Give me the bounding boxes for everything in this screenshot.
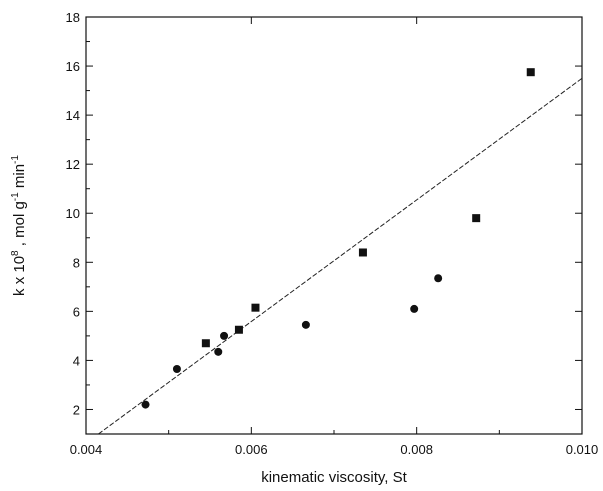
y-tick-label: 18 — [66, 10, 80, 25]
square-point — [201, 339, 210, 348]
x-tick-label: 0.006 — [235, 442, 268, 457]
square-point — [526, 68, 535, 77]
y-axis-title: k x 108 , mol g-1 min-1 — [10, 155, 28, 296]
square-point — [234, 325, 243, 334]
y-tick-label: 6 — [73, 304, 80, 319]
ticks-layer: 0.004 0.006 0.008 0.010 2 4 6 8 10 12 14 16 18 — [66, 10, 599, 457]
circle-point — [172, 364, 181, 373]
square-point — [251, 303, 260, 312]
y-tick-label: 14 — [66, 108, 80, 123]
circle-point — [434, 274, 443, 283]
y-axis-title-mid: , mol g — [11, 201, 28, 250]
x-tick-label: 0.010 — [566, 442, 599, 457]
circle-point — [214, 347, 223, 356]
circle-point — [141, 400, 150, 409]
y-tick-label: 12 — [66, 157, 80, 172]
circle-point — [410, 304, 419, 313]
y-tick-label: 8 — [73, 255, 80, 270]
x-axis-title: kinematic viscosity, St — [261, 469, 407, 486]
square-point — [472, 214, 481, 223]
x-tick-label: 0.008 — [400, 442, 433, 457]
fit-line — [98, 77, 583, 435]
circle-point — [220, 331, 229, 340]
x-tick-label: 0.004 — [70, 442, 103, 457]
plot-frame — [85, 16, 583, 435]
y-axis-title-exp3: -1 — [10, 155, 21, 164]
y-tick-label: 4 — [73, 353, 80, 368]
y-tick-label: 10 — [66, 206, 80, 221]
y-axis-title-exp2: -1 — [10, 192, 21, 201]
circle-point — [301, 320, 310, 329]
square-point — [358, 248, 367, 257]
y-axis-title-end: min — [11, 164, 28, 192]
y-axis-title-exp: 8 — [10, 250, 21, 256]
y-axis-title-base: k x 10 — [11, 256, 28, 296]
marks-layer — [98, 68, 583, 435]
y-tick-label: 16 — [66, 59, 80, 74]
y-tick-label: 2 — [73, 402, 80, 417]
